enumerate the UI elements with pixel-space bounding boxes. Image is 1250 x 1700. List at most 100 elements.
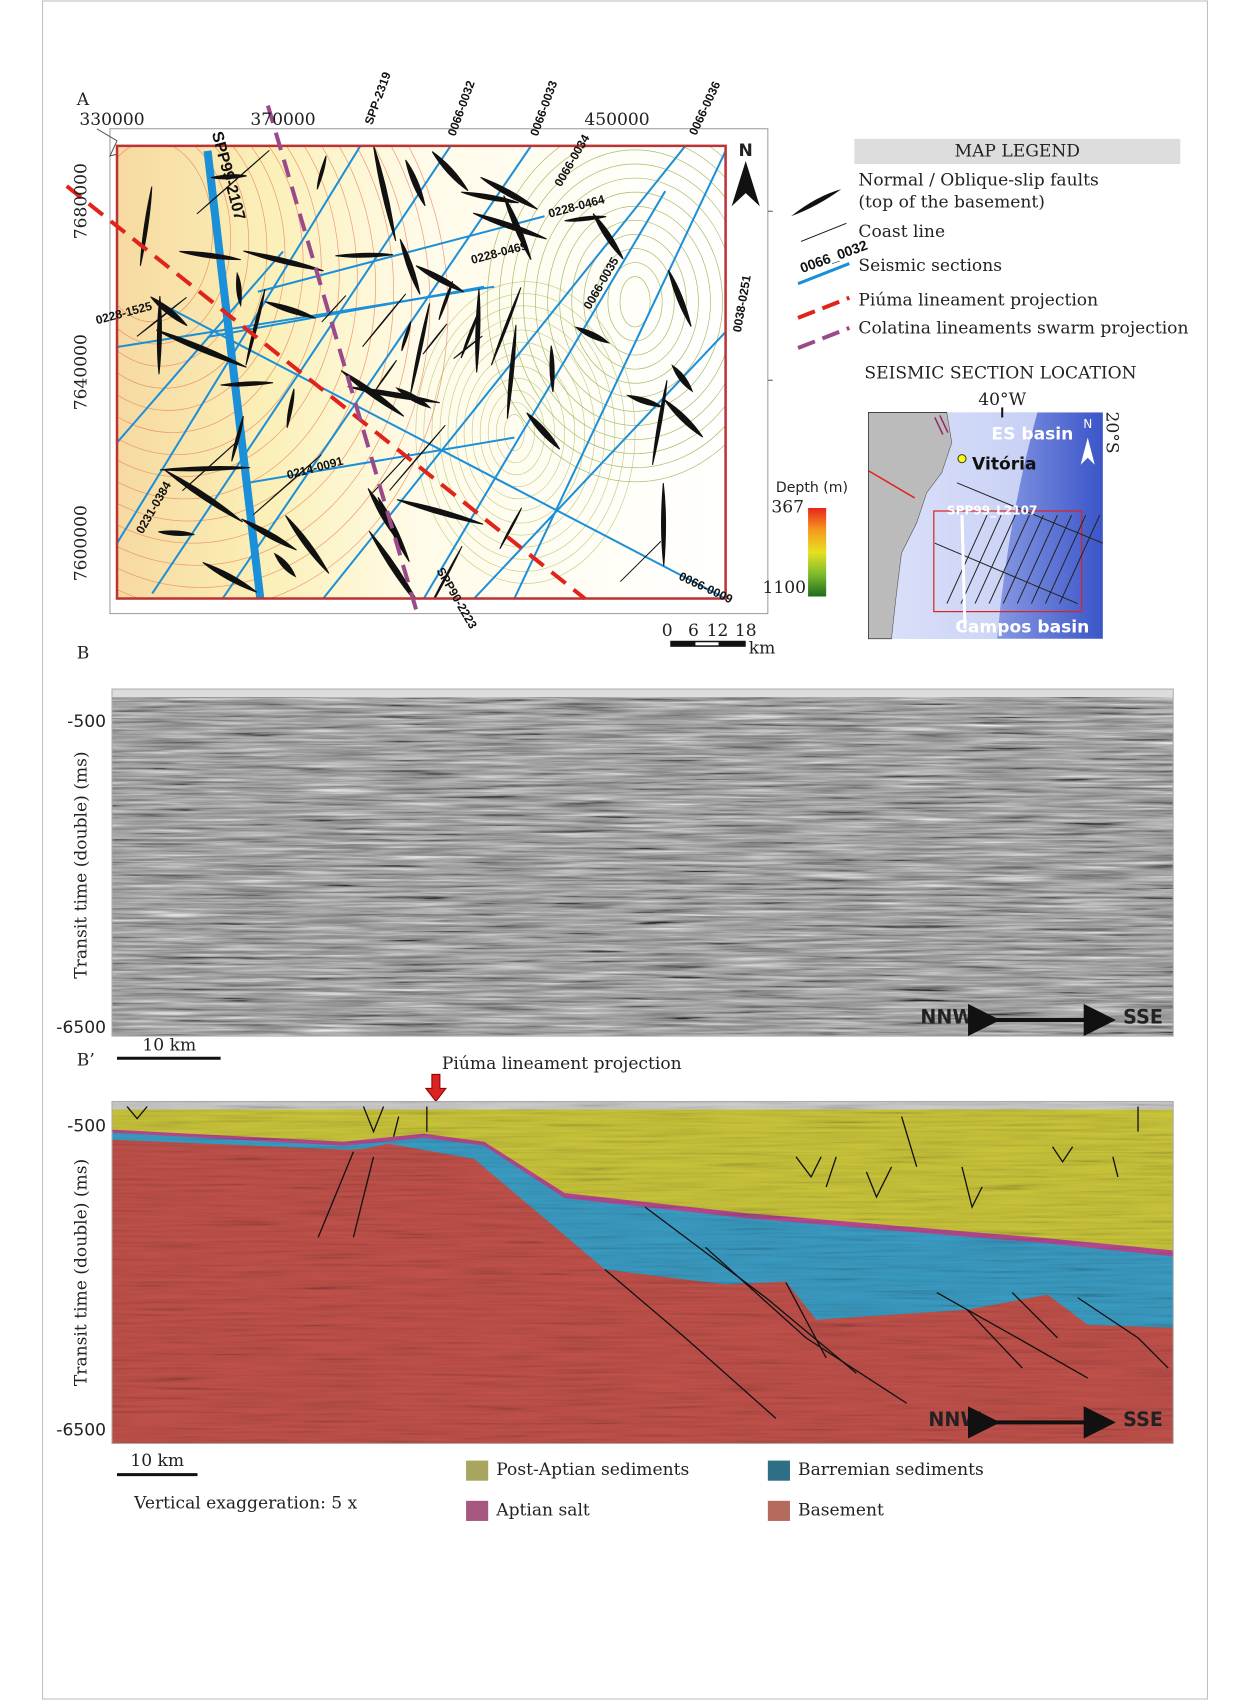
direction-label: SSE [1123, 1005, 1163, 1028]
inset-piuma [868, 470, 916, 499]
contour [117, 145, 232, 345]
fault [480, 176, 538, 210]
x-tick-label: 450000 [584, 110, 649, 130]
seismic-line-label: SPP-2319 [362, 70, 394, 127]
y-tick-label: -500 [67, 1117, 106, 1137]
y-tick-label: -6500 [56, 1018, 106, 1038]
fault [401, 321, 412, 352]
contour [583, 234, 687, 370]
fault [652, 380, 668, 465]
fault [136, 296, 187, 337]
scale-tick-label: 6 [688, 621, 699, 641]
y-axis-label: Transit time (double) (ms) [71, 1159, 91, 1386]
inset-colatina [934, 415, 949, 435]
fault [245, 289, 266, 366]
fault [671, 364, 694, 393]
seismic-section [111, 689, 1174, 1037]
contour [117, 145, 376, 522]
fault [372, 452, 410, 494]
inset-section [956, 482, 1104, 544]
fault [286, 388, 295, 428]
contour [511, 149, 726, 454]
legend-item: Basement [798, 1500, 884, 1520]
depth-title: Depth (m) [776, 480, 848, 496]
x-tick-label: 330000 [79, 110, 144, 130]
contour [117, 145, 304, 433]
fault [661, 482, 667, 566]
fault [396, 499, 484, 525]
fault [159, 466, 251, 472]
fault [243, 250, 324, 272]
fault [619, 540, 662, 582]
fault [475, 288, 481, 373]
fault [210, 174, 247, 180]
y-tick-label: 7680000 [71, 163, 91, 239]
inset-shelf [891, 412, 1038, 639]
fault [574, 326, 611, 344]
inset-section [1016, 514, 1059, 604]
inset-section [988, 514, 1030, 604]
contour [117, 145, 413, 566]
legend-item: Aptian salt [495, 1500, 590, 1520]
scale-unit: km [749, 638, 776, 658]
panel-label: A [76, 90, 90, 110]
y-tick-label: 7600000 [71, 505, 91, 581]
fault [347, 386, 440, 404]
legend-item: Coast line [858, 222, 945, 242]
y-tick-label: 7640000 [71, 334, 91, 410]
fault [499, 507, 523, 550]
fault [236, 271, 242, 308]
inset-main-section [960, 514, 967, 629]
legend-item: Normal / Oblique-slip faults [858, 171, 1098, 191]
fault [472, 212, 547, 240]
figure-border [42, 0, 1208, 1700]
fault [368, 530, 417, 599]
legend-item: Post-Aptian sediments [496, 1460, 689, 1480]
inset-section [934, 542, 1078, 605]
fault [156, 329, 247, 368]
fault [231, 416, 244, 462]
contour [117, 145, 358, 500]
panel-label: B’ [77, 1051, 95, 1071]
inset-section [974, 514, 1016, 604]
contour [447, 329, 596, 536]
section-frame [111, 1100, 1174, 1444]
inset-label: SPP99_L2107 [947, 504, 1037, 519]
contour [619, 276, 651, 328]
inset-label: ES basin [991, 425, 1073, 445]
inset-label: 40°W [978, 390, 1026, 410]
legend-colatina [797, 326, 851, 350]
legend-swatch [767, 1500, 790, 1521]
legend-header [854, 138, 1181, 164]
depth-colorbar [808, 507, 827, 597]
fault [202, 561, 258, 593]
legend-coast [800, 222, 847, 242]
y-tick-label: -6500 [56, 1420, 106, 1440]
contour [495, 402, 535, 464]
contour [471, 365, 565, 500]
legend-item: (top of the basement) [858, 193, 1045, 213]
north-arrow [731, 160, 760, 207]
colatina-lineament [265, 105, 421, 620]
contour [117, 145, 250, 367]
direction-label: NNW [920, 1005, 973, 1028]
inset-city [957, 454, 967, 464]
contour [117, 145, 449, 599]
contour [595, 248, 675, 356]
scale-tick-label: 18 [735, 621, 757, 641]
direction-label: SSE [1123, 1408, 1163, 1431]
inset-section [1002, 514, 1044, 604]
inset-label: Vitória [972, 455, 1037, 475]
legend-swatch [466, 1460, 489, 1481]
contour [498, 145, 726, 469]
seismic-texture [111, 1101, 1174, 1444]
contour [571, 219, 699, 384]
legend-swatch [767, 1460, 790, 1481]
inset-label: Campos basin [955, 618, 1089, 638]
fault [422, 323, 448, 355]
seismic-line-main [203, 150, 265, 599]
fault [506, 324, 517, 419]
annotation: Piúma lineament projection [442, 1054, 682, 1074]
panel-label: B [77, 643, 90, 663]
